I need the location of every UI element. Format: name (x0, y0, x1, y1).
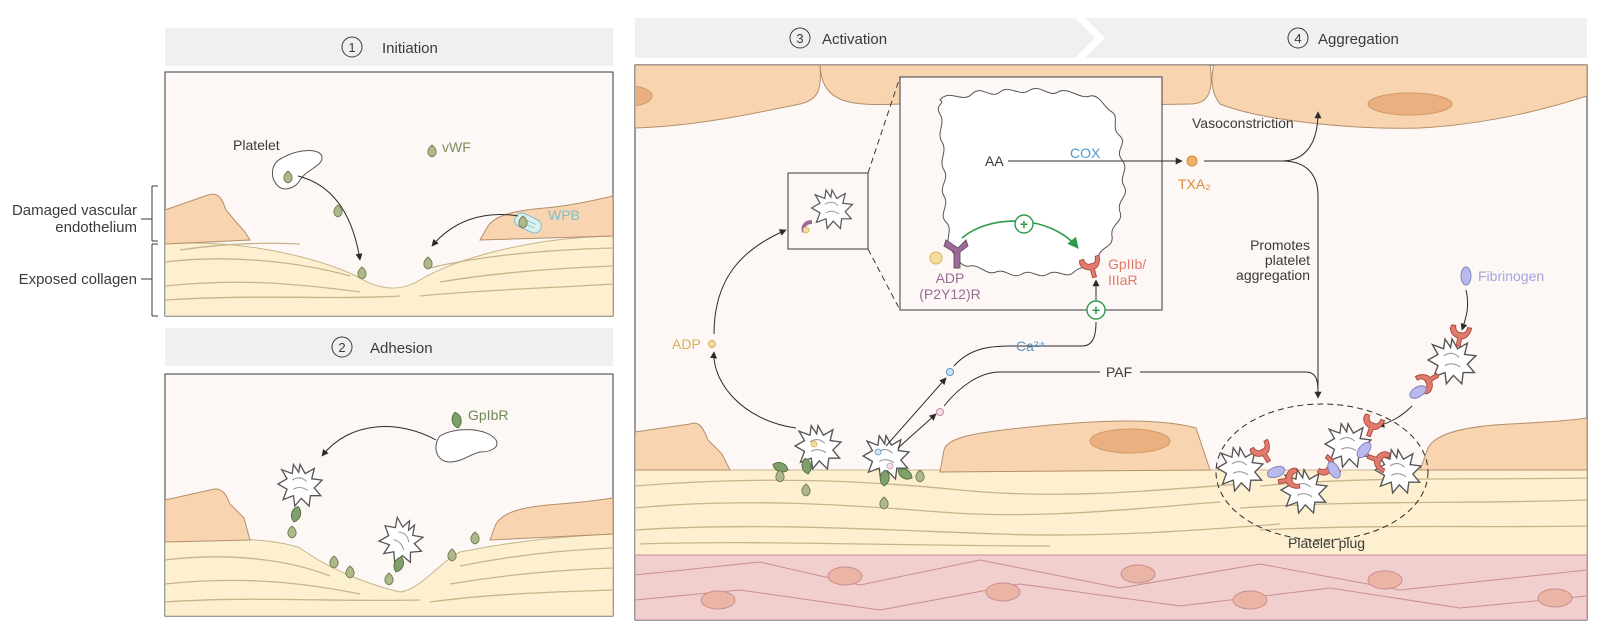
plus-sign: + (1092, 302, 1100, 318)
stage-number-3: 3 (796, 31, 803, 46)
stage-label-aggregation: Aggregation (1318, 31, 1399, 48)
txa2-molecule (1186, 155, 1198, 167)
platelet-label: Platelet (233, 137, 280, 153)
damaged-endothelium-bracket (141, 185, 158, 242)
endothelium-bottom-cell (635, 422, 731, 471)
nucleus (1232, 590, 1268, 610)
nucleus (1367, 92, 1453, 116)
adp-granule (810, 440, 818, 448)
panel-initiation: Platelet vWF WPB (164, 71, 614, 317)
stage-label-activation: Activation (822, 31, 887, 48)
arrow-platelet-to-vwf (297, 175, 363, 261)
ca-path-to-gp2b3a (953, 321, 1097, 367)
stage-number-4: 4 (1294, 31, 1301, 46)
vasoconstriction-label: Vasoconstriction (1192, 115, 1294, 131)
arrow-ca-release (885, 377, 947, 447)
ca-label: Ca²⁺ (1016, 338, 1046, 354)
vwf-label: vWF (442, 139, 471, 155)
panel-activation-aggregation: AA COX ADP (P2Y12)R GpIIb/ IIIaR + TXA₂ … (634, 64, 1588, 621)
endothelium-cell-left (165, 193, 251, 245)
plus-icon-calcium (1086, 300, 1106, 320)
paf-granule (886, 462, 894, 470)
plus-icon-activation (1014, 214, 1034, 234)
plus-sign: + (1020, 216, 1028, 232)
adp-molecule-mini (802, 226, 810, 234)
collagen-fibers (635, 477, 1587, 547)
nucleus (1089, 428, 1171, 454)
stage-header-adhesion: 2 Adhesion (165, 328, 613, 366)
endothelium-cell-left (165, 488, 251, 543)
collagen-fibers (165, 547, 613, 603)
nucleus (827, 566, 863, 586)
stage-number-circle-2 (331, 336, 353, 358)
nucleus (1537, 588, 1573, 608)
gp2b3a-label-line1: GpIIb/ (1108, 256, 1146, 272)
paf-molecule (936, 408, 944, 416)
arrow-adp-release (710, 351, 797, 429)
paf-path-to-plug (943, 371, 1319, 407)
promotes-label-line1: Promotes (1250, 237, 1310, 253)
collagen-fibers (165, 242, 613, 301)
stage-header-initiation: 1 Initiation (165, 28, 613, 66)
stage-number-circle-4 (1287, 27, 1309, 49)
nucleus (635, 85, 653, 107)
fibrinogen-label: Fibrinogen (1478, 268, 1544, 284)
arrow-platelet-adhesion (321, 426, 437, 457)
adp-receptor-label-line2: (P2Y12)R (919, 286, 980, 302)
platelet-inactive (435, 429, 498, 463)
stage-number-circle-3 (789, 27, 811, 49)
panel-adhesion: GpIbR (164, 373, 614, 617)
stage-header-activation-aggregation: 3 Activation 4 Aggregation (635, 18, 1587, 58)
zoom-dashed-lines (867, 76, 901, 311)
stage-number-circle-1 (341, 36, 363, 58)
damaged-endothelium-label-line2: endothelium (55, 219, 137, 236)
aa-label: AA (985, 153, 1004, 169)
stage-label-initiation: Initiation (382, 40, 438, 57)
cox-label: COX (1070, 145, 1101, 161)
endothelium-bottom-cell (1419, 417, 1587, 471)
arrow-paf-release (897, 413, 937, 449)
side-labels: Damaged vascular endothelium Exposed col… (12, 185, 158, 317)
exposed-collagen-bracket (141, 243, 158, 317)
damaged-endothelium-label-line1: Damaged vascular (12, 202, 137, 219)
stage-number-2: 2 (338, 340, 345, 355)
fibrinogen-icon (1460, 266, 1472, 286)
calcium-molecule (946, 368, 954, 376)
promotes-label-line3: aggregation (1236, 267, 1310, 283)
gp2b3a-label-line2: IIIaR (1108, 272, 1138, 288)
calcium-granule (874, 448, 882, 456)
adp-receptor-label-line1: ADP (936, 270, 965, 286)
txa2-label: TXA₂ (1178, 176, 1211, 192)
nucleus (1120, 564, 1156, 584)
smooth-muscle-layer (635, 554, 1587, 620)
stage-number-1: 1 (348, 40, 355, 55)
wpb-label: WPB (548, 207, 580, 223)
endothelium-cell-right (479, 195, 613, 241)
arrow-wpb-release (431, 213, 519, 247)
adp-label: ADP (672, 336, 701, 352)
adp-p2y12-receptor (943, 239, 969, 269)
platelet-plug-outline (1215, 403, 1429, 541)
collagen-layer (635, 469, 1587, 556)
adp-molecule (929, 251, 943, 265)
endothelium-cell-right (489, 497, 613, 541)
adp-molecule (708, 340, 716, 348)
stage-label-adhesion: Adhesion (370, 340, 433, 357)
nucleus (700, 590, 736, 610)
paf-label-bg (1100, 362, 1140, 380)
paf-label: PAF (1106, 364, 1132, 380)
gpibr-label: GpIbR (468, 407, 508, 423)
arrow-adp-to-receptor (713, 229, 787, 335)
nucleus (1367, 570, 1403, 590)
endothelium-top-cell (635, 65, 821, 129)
nucleus (985, 582, 1021, 602)
arrow-txa2-to-platelet-plug (1281, 160, 1322, 399)
arrow-fibrinogen (1460, 289, 1469, 331)
platelet-plug-label: Platelet plug (1288, 535, 1365, 551)
promotes-label-line2: platelet (1265, 252, 1310, 268)
exposed-collagen-label: Exposed collagen (19, 271, 137, 288)
